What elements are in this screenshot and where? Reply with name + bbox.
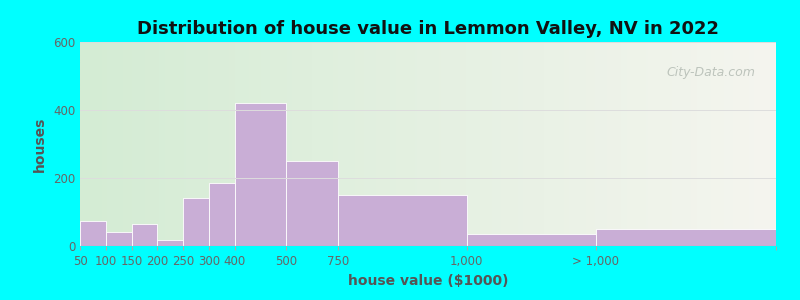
- Text: City-Data.com: City-Data.com: [666, 67, 755, 80]
- Bar: [158, 240, 183, 246]
- Bar: [80, 220, 106, 246]
- Bar: [595, 229, 776, 246]
- Y-axis label: houses: houses: [34, 116, 47, 172]
- Bar: [234, 103, 286, 246]
- Title: Distribution of house value in Lemmon Valley, NV in 2022: Distribution of house value in Lemmon Va…: [137, 20, 719, 38]
- Bar: [286, 161, 338, 246]
- Bar: [131, 224, 158, 246]
- Bar: [338, 195, 466, 246]
- Bar: [466, 234, 595, 246]
- X-axis label: house value ($1000): house value ($1000): [348, 274, 508, 288]
- Bar: [183, 198, 209, 246]
- Bar: [209, 183, 234, 246]
- Bar: [106, 232, 131, 246]
